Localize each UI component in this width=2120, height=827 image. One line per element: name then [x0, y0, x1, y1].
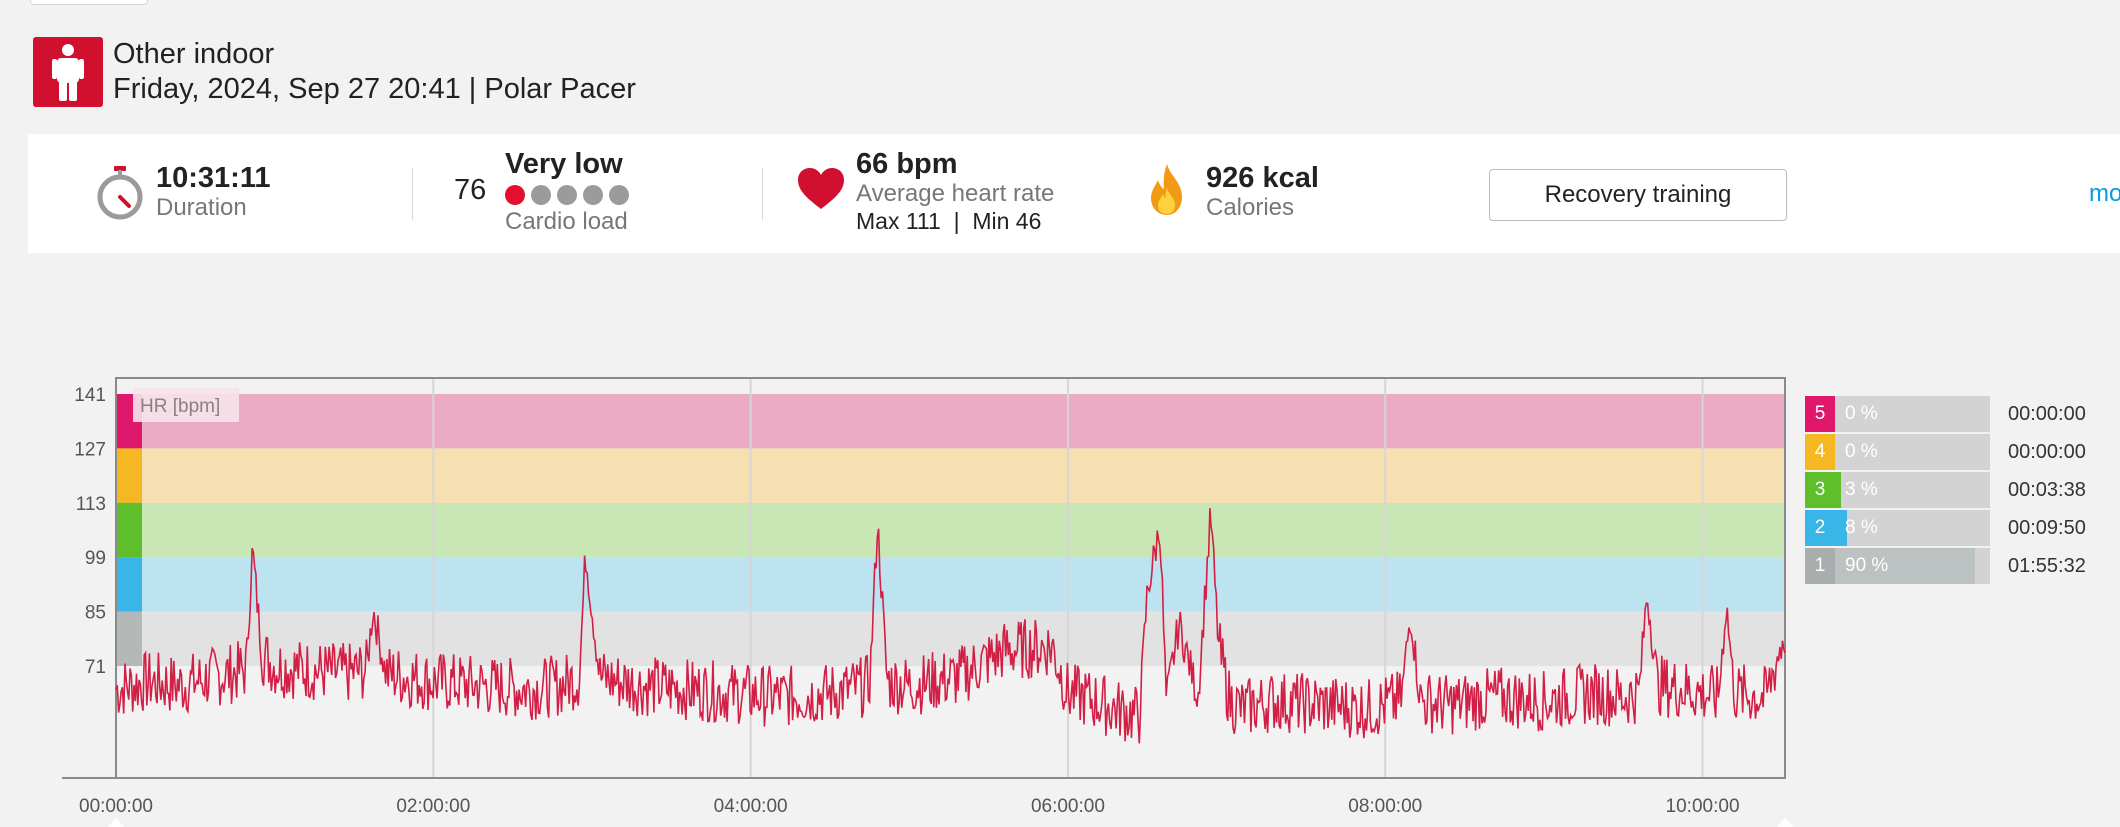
training-benefit-button[interactable]: Recovery training [1489, 169, 1787, 221]
cardio-load-label: Cardio load [505, 208, 628, 235]
zone-row-4: 4 0 % 00:00:00 [1805, 434, 2120, 470]
range-handle-left[interactable] [108, 818, 124, 827]
zone-band-2 [116, 557, 1785, 612]
zone-time: 00:03:38 [2008, 479, 2086, 501]
stopwatch-icon [96, 166, 144, 225]
zone-percent: 0 % [1845, 441, 1878, 462]
hr-chart: 141 127 113 99 85 71 00:00:00 02:00:00 04:00:00… [62, 377, 1793, 827]
zone-row-2: 2 8 % 00:09:50 [1805, 510, 2120, 546]
duration-label: Duration [156, 194, 247, 221]
x-tick-label: 02:00:00 [396, 796, 470, 817]
x-tick-label: 00:00:00 [79, 796, 153, 817]
y-tick-label: 127 [74, 439, 106, 460]
zone-bar-fill [1835, 510, 1848, 546]
zone-percent: 3 % [1845, 479, 1878, 500]
y-tick-label: 71 [85, 657, 106, 678]
person-standing-icon [33, 37, 103, 107]
zone-number: 3 [1805, 472, 1835, 508]
cardio-load-dot [609, 185, 629, 205]
more-link[interactable]: mo [2089, 180, 2120, 207]
zone-number: 1 [1805, 548, 1835, 584]
y-tick-label: 113 [76, 494, 106, 515]
calories-label: Calories [1206, 194, 1295, 221]
hr-min-max: Max 111 | Min 46 [856, 208, 1042, 234]
duration-value: 10:31:11 [156, 162, 271, 194]
zone-row-3: 3 3 % 00:03:38 [1805, 472, 2120, 508]
summary-panel: 10:31:11 Duration 76 Very low Cardio loa… [28, 134, 2120, 253]
zone-number: 4 [1805, 434, 1835, 470]
cardio-load-value: 76 [454, 174, 487, 206]
zone-time: 00:09:50 [2008, 517, 2086, 539]
zone-band-4 [116, 448, 1785, 503]
y-tick-label: 141 [74, 385, 106, 406]
cardio-load-dots [505, 185, 629, 205]
zone-percent: 8 % [1845, 517, 1878, 538]
y-axis-label: HR [bpm] [140, 396, 220, 417]
zone-bar: 3 % [1835, 472, 1990, 508]
y-tick-label: 99 [85, 548, 106, 569]
cardio-load-dot [505, 185, 525, 205]
zone-bar: 90 % [1835, 548, 1990, 584]
session-date-device: Friday, 2024, Sep 27 20:41 | Polar Pacer [113, 73, 636, 105]
cardio-load-dot [557, 185, 577, 205]
cardio-load-dot [531, 185, 551, 205]
y-axis-label-box: HR [bpm] [133, 388, 239, 422]
zone-band-3 [116, 502, 1785, 558]
zone-time: 01:55:32 [2008, 555, 2086, 577]
x-tick-label: 06:00:00 [1031, 796, 1105, 817]
zone-strip-1 [116, 611, 142, 666]
zone-bar: 8 % [1835, 510, 1990, 546]
cardio-load-level-group: Very low [505, 148, 629, 205]
zone-strip-2 [116, 557, 142, 612]
zone-bar: 0 % [1835, 434, 1990, 470]
divider [412, 168, 413, 220]
zone-strip-4 [116, 448, 142, 503]
zone-row-5: 5 0 % 00:00:00 [1805, 396, 2120, 432]
avg-hr-label: Average heart rate [856, 180, 1055, 207]
x-tick-label: 08:00:00 [1348, 796, 1422, 817]
zone-percent: 0 % [1845, 403, 1878, 424]
cardio-load-dot [583, 185, 603, 205]
cardio-load-level: Very low [505, 148, 623, 180]
calories-value: 926 kcal [1206, 162, 1319, 194]
zone-bar-fill [1835, 472, 1841, 508]
avg-hr-value: 66 bpm [856, 148, 958, 180]
zone-percent: 90 % [1845, 555, 1889, 576]
hr-series-line [115, 508, 1786, 744]
zone-number: 2 [1805, 510, 1835, 546]
zone-time: 00:00:00 [2008, 403, 2086, 425]
zone-band-5 [116, 394, 1785, 449]
heart-icon [798, 168, 844, 215]
zone-number: 5 [1805, 396, 1835, 432]
zone-time: 00:00:00 [2008, 441, 2086, 463]
zone-bar-fill [1835, 548, 1975, 584]
x-tick-label: 04:00:00 [714, 796, 788, 817]
top-tab[interactable] [30, 0, 148, 5]
x-tick-label: 10:00:00 [1666, 796, 1740, 817]
zone-strip-3 [116, 502, 142, 558]
divider [762, 168, 763, 220]
range-handle-right[interactable] [1777, 818, 1793, 827]
sport-name: Other indoor [113, 38, 275, 70]
y-tick-label: 85 [85, 603, 106, 624]
zone-bar: 0 % [1835, 396, 1990, 432]
flame-icon [1148, 164, 1186, 221]
zone-row-1: 1 90 % 01:55:32 [1805, 548, 2120, 584]
